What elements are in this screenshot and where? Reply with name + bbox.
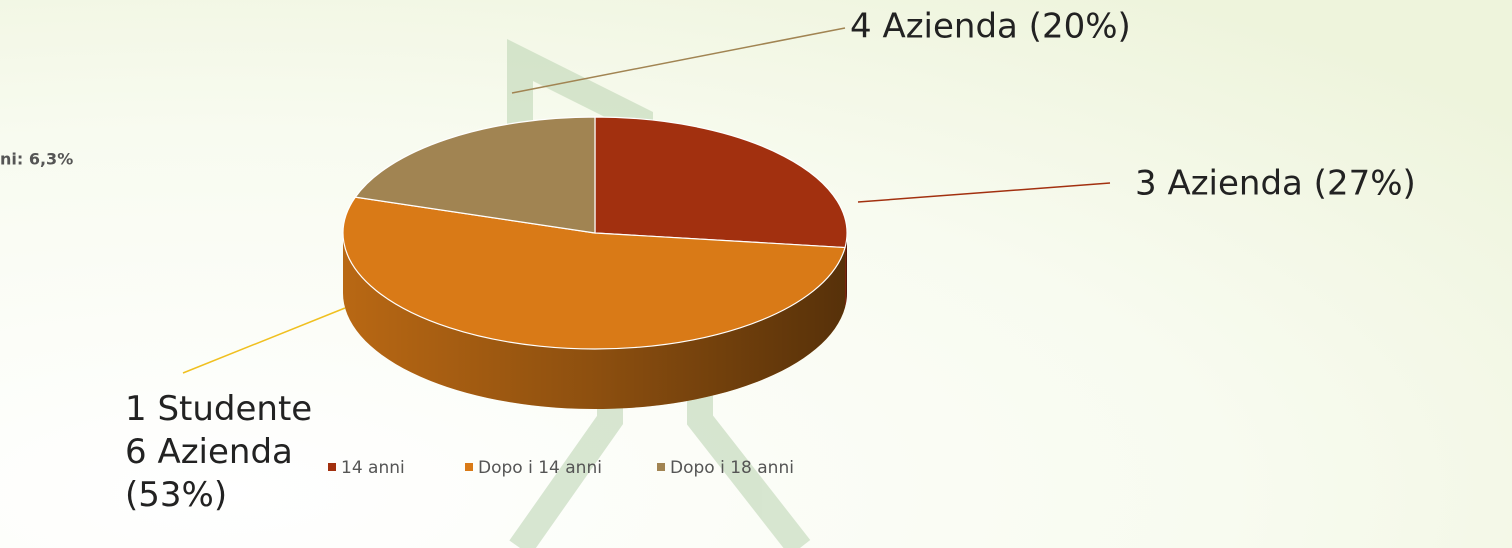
slice-side-shade — [343, 233, 846, 410]
legend-label: 14 anni — [341, 458, 405, 478]
data-label-line: 6 Azienda — [125, 432, 293, 472]
slice-top — [354, 116, 596, 234]
slice-top — [342, 196, 846, 350]
legend-swatch — [328, 463, 336, 471]
data-label-line: (53%) — [125, 475, 227, 515]
legend-label: Dopo i 14 anni — [478, 458, 602, 478]
data-label: 1 Studente 6 Azienda (53%) — [125, 389, 312, 515]
slice — [342, 196, 846, 410]
slice — [594, 116, 848, 308]
legend-label: Dopo i 18 anni — [670, 458, 794, 478]
data-label: 3 Azienda (27%) — [1135, 164, 1416, 204]
annotation: ni: 6,3% — [0, 150, 73, 169]
leader-line — [857, 182, 1111, 203]
leader-line — [511, 27, 846, 94]
leader-line — [182, 307, 346, 374]
data-label: 4 Azienda (20%) — [850, 7, 1131, 47]
legend-swatch — [657, 463, 665, 471]
legend-swatch — [465, 463, 473, 471]
slice-side-shade — [845, 233, 847, 308]
data-label-line: 1 Studente — [125, 389, 312, 429]
slice — [354, 116, 596, 234]
slice-top — [594, 116, 848, 249]
